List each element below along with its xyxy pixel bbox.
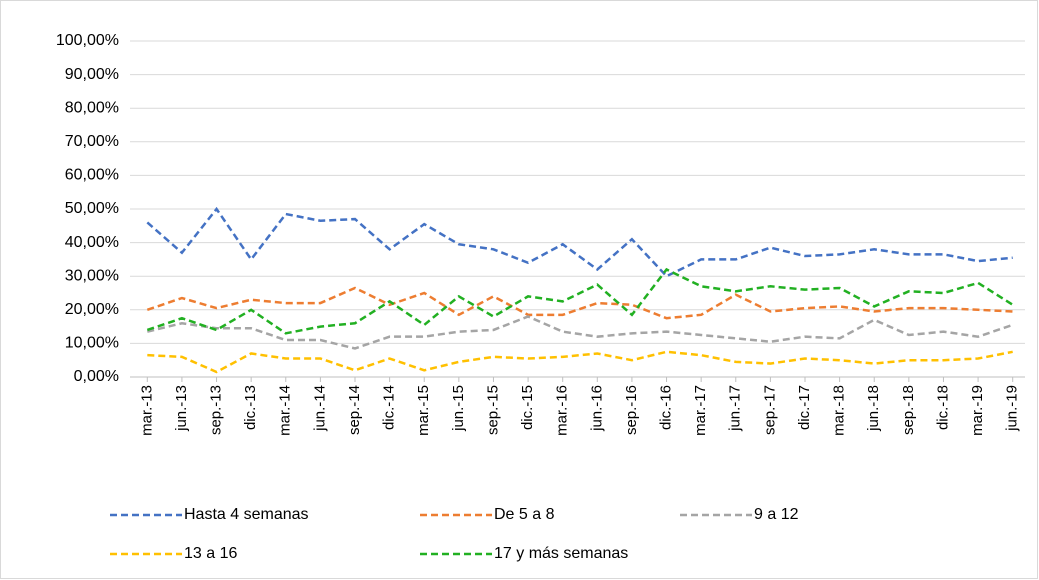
y-tick-label: 40,00% bbox=[65, 234, 119, 251]
x-tick-label: sep.-13 bbox=[208, 385, 225, 435]
x-tick-label: sep.-16 bbox=[623, 385, 640, 435]
x-tick-label: dic.-14 bbox=[381, 385, 398, 430]
x-tick-label: sep.-17 bbox=[761, 385, 778, 435]
legend-label: 17 y más semanas bbox=[494, 545, 628, 562]
y-tick-label: 30,00% bbox=[65, 267, 119, 284]
x-tick-label: dic.-13 bbox=[242, 385, 259, 430]
x-tick-label: sep.-15 bbox=[484, 385, 501, 435]
legend-label: 9 a 12 bbox=[754, 506, 799, 523]
x-tick-label: dic.-17 bbox=[796, 385, 813, 430]
x-tick-label: dic.-15 bbox=[519, 385, 536, 430]
legend-label: Hasta 4 semanas bbox=[184, 506, 309, 523]
x-tick-label: mar.-19 bbox=[969, 385, 986, 436]
y-tick-label: 20,00% bbox=[65, 301, 119, 318]
x-tick-label: mar.-16 bbox=[554, 385, 571, 436]
x-tick-label: jun.-15 bbox=[450, 385, 467, 432]
series-line bbox=[146, 267, 1014, 335]
x-tick-label: mar.-13 bbox=[138, 385, 155, 436]
y-tick-label: 10,00% bbox=[65, 335, 119, 352]
x-tick-label: jun.-14 bbox=[311, 385, 328, 432]
x-tick-label: sep.-18 bbox=[900, 385, 917, 435]
x-tick-label: mar.-18 bbox=[831, 385, 848, 436]
series-line bbox=[147, 350, 1013, 374]
y-tick-label: 90,00% bbox=[65, 66, 119, 83]
x-tick-label: jun.-16 bbox=[588, 385, 605, 432]
y-tick-label: 100,00% bbox=[56, 32, 119, 49]
y-tick-label: 50,00% bbox=[65, 200, 119, 217]
y-tick-label: 60,00% bbox=[65, 167, 119, 184]
y-tick-label: 0,00% bbox=[74, 368, 119, 385]
x-tick-label: jun.-13 bbox=[173, 385, 190, 432]
x-tick-label: jun.-18 bbox=[865, 385, 882, 432]
x-tick-label: dic.-16 bbox=[658, 385, 675, 430]
x-tick-label: mar.-17 bbox=[692, 385, 709, 436]
series-line bbox=[146, 286, 1013, 320]
x-tick-label: jun.-19 bbox=[1004, 385, 1021, 432]
legend-label: 13 a 16 bbox=[184, 545, 237, 562]
y-tick-label: 70,00% bbox=[65, 133, 119, 150]
x-tick-label: sep.-14 bbox=[346, 385, 363, 435]
legend-label: De 5 a 8 bbox=[494, 506, 555, 523]
series-line bbox=[147, 315, 1014, 350]
x-tick-label: mar.-15 bbox=[415, 385, 432, 436]
x-tick-label: dic.-18 bbox=[934, 385, 951, 430]
x-tick-label: jun.-17 bbox=[727, 385, 744, 432]
y-tick-label: 80,00% bbox=[65, 99, 119, 116]
x-tick-label: mar.-14 bbox=[277, 385, 294, 436]
series-line bbox=[146, 206, 1013, 278]
